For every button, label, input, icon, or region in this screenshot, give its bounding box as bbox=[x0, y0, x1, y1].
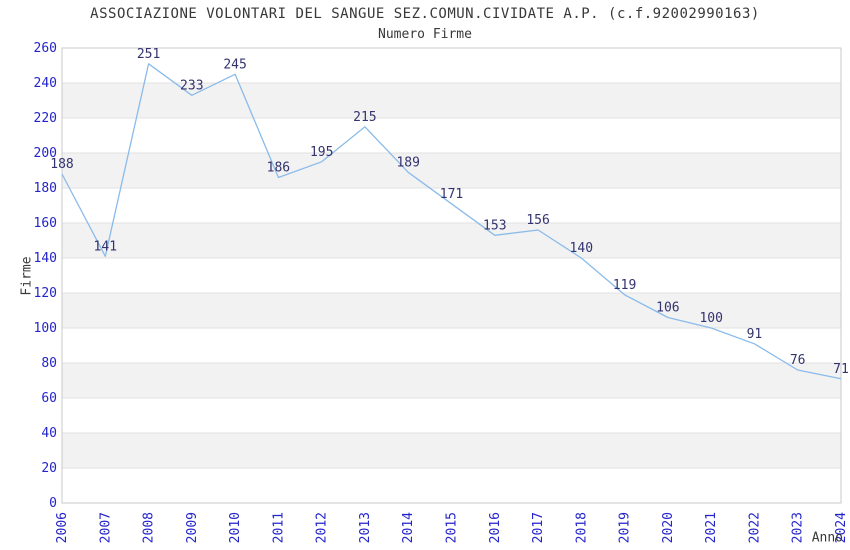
svg-text:106: 106 bbox=[656, 301, 679, 316]
svg-text:251: 251 bbox=[137, 47, 160, 62]
svg-text:220: 220 bbox=[34, 111, 57, 126]
svg-text:2020: 2020 bbox=[661, 512, 676, 543]
svg-text:195: 195 bbox=[310, 145, 333, 160]
svg-text:40: 40 bbox=[41, 426, 57, 441]
svg-text:2023: 2023 bbox=[791, 512, 806, 543]
svg-text:2012: 2012 bbox=[315, 512, 330, 543]
svg-text:2017: 2017 bbox=[531, 512, 546, 543]
svg-text:186: 186 bbox=[267, 161, 290, 176]
svg-text:2019: 2019 bbox=[618, 512, 633, 543]
svg-text:215: 215 bbox=[353, 110, 376, 125]
svg-text:200: 200 bbox=[34, 146, 57, 161]
svg-text:171: 171 bbox=[440, 187, 463, 202]
svg-text:160: 160 bbox=[34, 216, 57, 231]
svg-text:2010: 2010 bbox=[228, 512, 243, 543]
svg-text:233: 233 bbox=[180, 78, 203, 93]
svg-text:60: 60 bbox=[41, 391, 57, 406]
svg-text:76: 76 bbox=[790, 353, 806, 368]
svg-text:119: 119 bbox=[613, 278, 636, 293]
svg-text:188: 188 bbox=[50, 157, 73, 172]
svg-text:100: 100 bbox=[699, 311, 722, 326]
svg-text:2024: 2024 bbox=[834, 512, 849, 543]
svg-text:260: 260 bbox=[34, 41, 57, 56]
svg-text:2007: 2007 bbox=[98, 512, 113, 543]
svg-text:91: 91 bbox=[747, 327, 763, 342]
svg-text:141: 141 bbox=[94, 239, 117, 254]
svg-text:2009: 2009 bbox=[185, 512, 200, 543]
svg-text:2018: 2018 bbox=[574, 512, 589, 543]
svg-text:245: 245 bbox=[223, 57, 246, 72]
svg-text:100: 100 bbox=[34, 321, 57, 336]
svg-text:2022: 2022 bbox=[747, 512, 762, 543]
svg-text:2006: 2006 bbox=[55, 512, 70, 543]
svg-text:140: 140 bbox=[570, 241, 593, 256]
svg-text:80: 80 bbox=[41, 356, 57, 371]
svg-text:2008: 2008 bbox=[142, 512, 157, 543]
svg-text:20: 20 bbox=[41, 461, 57, 476]
svg-text:156: 156 bbox=[526, 213, 549, 228]
chart-title: ASSOCIAZIONE VOLONTARI DEL SANGUE SEZ.CO… bbox=[90, 6, 760, 22]
chart-subtitle: Numero Firme bbox=[378, 27, 472, 42]
svg-text:2021: 2021 bbox=[704, 512, 719, 543]
svg-text:2015: 2015 bbox=[445, 512, 460, 543]
svg-text:120: 120 bbox=[34, 286, 57, 301]
svg-text:180: 180 bbox=[34, 181, 57, 196]
x-axis-label: Anno bbox=[811, 530, 843, 546]
svg-text:140: 140 bbox=[34, 251, 57, 266]
svg-text:2014: 2014 bbox=[401, 512, 416, 543]
svg-text:2011: 2011 bbox=[271, 512, 286, 543]
svg-text:71: 71 bbox=[833, 362, 849, 377]
y-axis-label: Firme bbox=[19, 256, 35, 296]
svg-text:240: 240 bbox=[34, 76, 57, 91]
svg-text:0: 0 bbox=[49, 496, 57, 511]
svg-text:189: 189 bbox=[396, 155, 419, 170]
svg-text:2013: 2013 bbox=[358, 512, 373, 543]
svg-text:2016: 2016 bbox=[488, 512, 503, 543]
svg-text:153: 153 bbox=[483, 218, 506, 233]
